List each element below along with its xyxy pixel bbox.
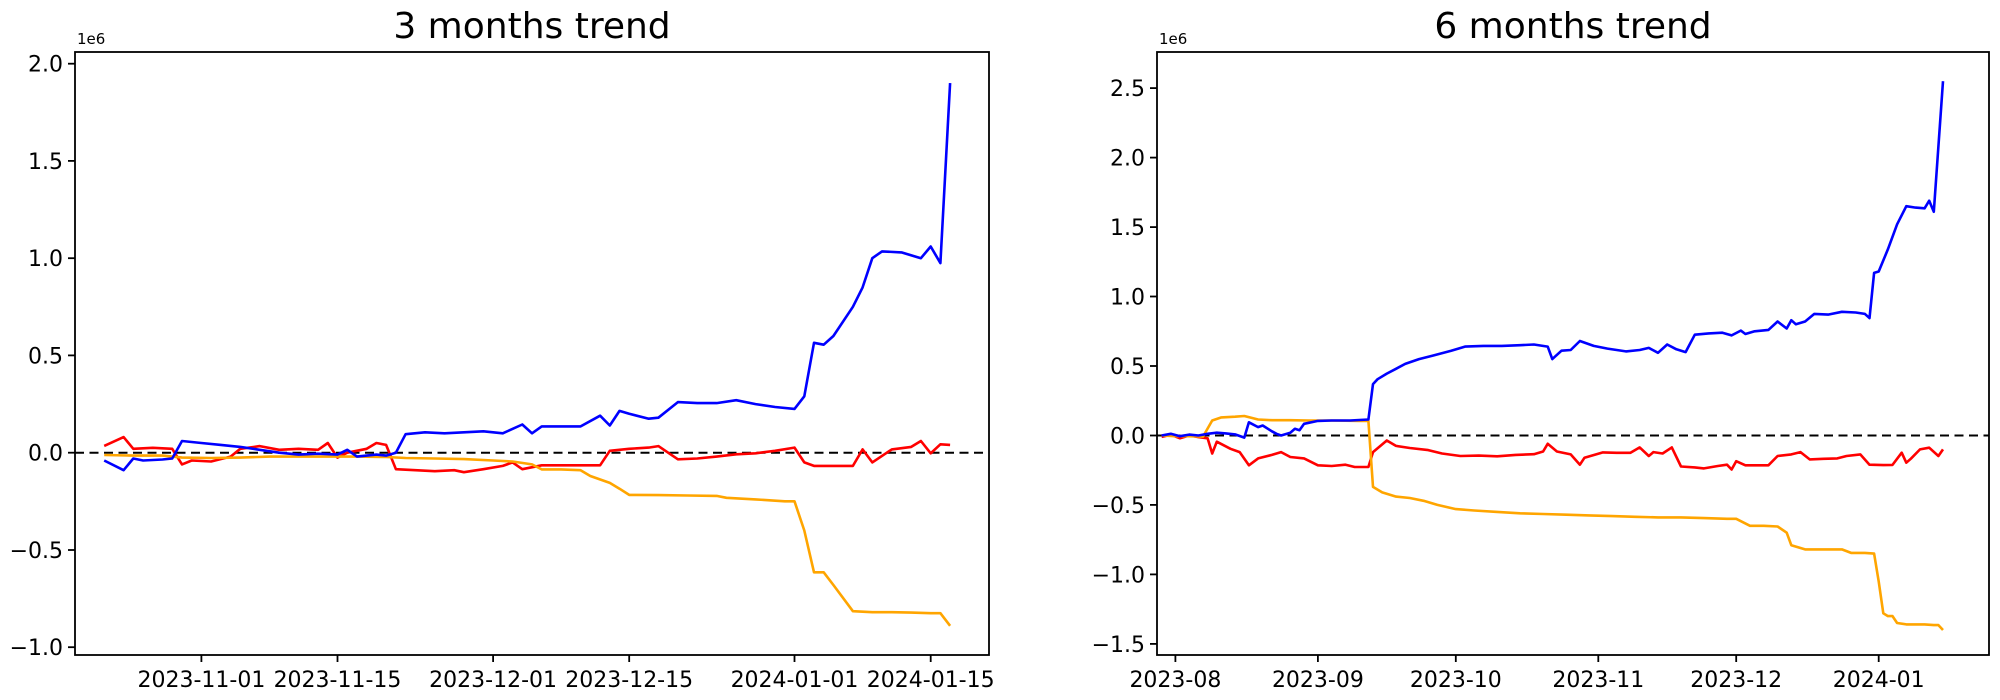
series-line-red (1161, 433, 1945, 471)
chart-6-months-trend: 2023-08 2023-09 2023-10 2023-11 2023-12 2024-… (1092, 6, 1990, 693)
y-axis-offset-label: 1e6 (77, 30, 105, 48)
y-tick-label: 2.0 (28, 53, 63, 78)
y-axis-offset-label: 1e6 (1159, 30, 1187, 48)
x-tick-label: 2023-09 (1272, 668, 1364, 693)
plot-area-6-months: 2023-08 2023-09 2023-10 2023-11 2023-12 2024-… (1092, 51, 1990, 693)
x-tick-label: 2024-01-15 (867, 668, 995, 693)
series-line-orange (104, 453, 952, 627)
x-tick-label: 2024-01 (1833, 668, 1925, 693)
x-tick-label: 2023-11-01 (137, 668, 265, 693)
y-tick-label: −1.0 (1092, 563, 1145, 588)
y-tick-label: 2.5 (1110, 77, 1145, 102)
plot-area-3-months: 2023-11-01 2023-11-15 2023-12-01 2023-12-15… (10, 51, 995, 693)
y-tick-label: −0.5 (10, 539, 63, 564)
y-tick-label: 0.0 (28, 442, 63, 467)
x-tick-label: 2023-11 (1552, 668, 1644, 693)
x-tick-label: 2023-08 (1129, 668, 1221, 693)
y-tick-label: 0.5 (1110, 355, 1145, 380)
y-tick-label: −1.0 (10, 636, 63, 661)
series-line-blue (1161, 81, 1945, 439)
plot-border (74, 51, 990, 656)
y-tick-label: −1.5 (1092, 633, 1145, 658)
chart-title: 6 months trend (1434, 6, 1711, 47)
y-tick-label: 1.5 (1110, 216, 1145, 241)
series-line-blue (103, 83, 952, 472)
y-tick-label: 1.5 (28, 150, 63, 175)
x-tick-label: 2024-01-01 (731, 668, 859, 693)
y-tick-label: 0.5 (28, 344, 63, 369)
x-tick-label: 2023-10 (1410, 668, 1502, 693)
x-tick-label: 2023-12-01 (429, 668, 557, 693)
y-tick-label: −0.5 (1092, 494, 1145, 519)
x-tick-label: 2023-11-15 (274, 668, 402, 693)
x-tick-label: 2023-12-15 (565, 668, 693, 693)
chart-3-months-trend: 2023-11-01 2023-11-15 2023-12-01 2023-12-15… (10, 6, 995, 693)
series-line-red (103, 435, 951, 474)
plot-border (1156, 51, 1990, 656)
y-tick-label: 1.0 (28, 247, 63, 272)
x-tick-label: 2023-12 (1690, 668, 1782, 693)
y-tick-label: 2.0 (1110, 147, 1145, 172)
y-tick-label: 1.0 (1110, 286, 1145, 311)
y-tick-label: 0.0 (1110, 425, 1145, 450)
series-line-orange (1161, 414, 1944, 631)
chart-title: 3 months trend (393, 6, 670, 47)
